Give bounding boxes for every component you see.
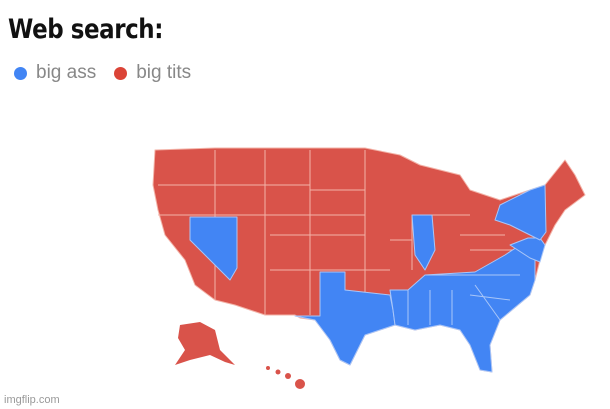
state-nevada [189,216,238,281]
state-alaska [175,322,235,365]
legend-label: big tits [136,62,192,83]
legend-label: big ass [36,62,97,83]
legend: big ass big tits [14,62,209,84]
state-borders [407,274,520,325]
state-hawaii [266,366,305,389]
state-new-york [494,184,547,241]
watermark: imgflip.com [4,394,60,406]
state-maryland-delaware-nj [509,237,546,263]
state-borders [158,150,520,315]
page-title: Web search: [8,14,163,45]
red-dot-icon [114,66,128,80]
blue-dot-icon [14,66,27,80]
state-texas [294,271,396,366]
legend-item-big-ass: big ass [14,62,96,84]
state-illinois [411,214,436,271]
legend-item-big-tits: big tits [114,62,191,84]
